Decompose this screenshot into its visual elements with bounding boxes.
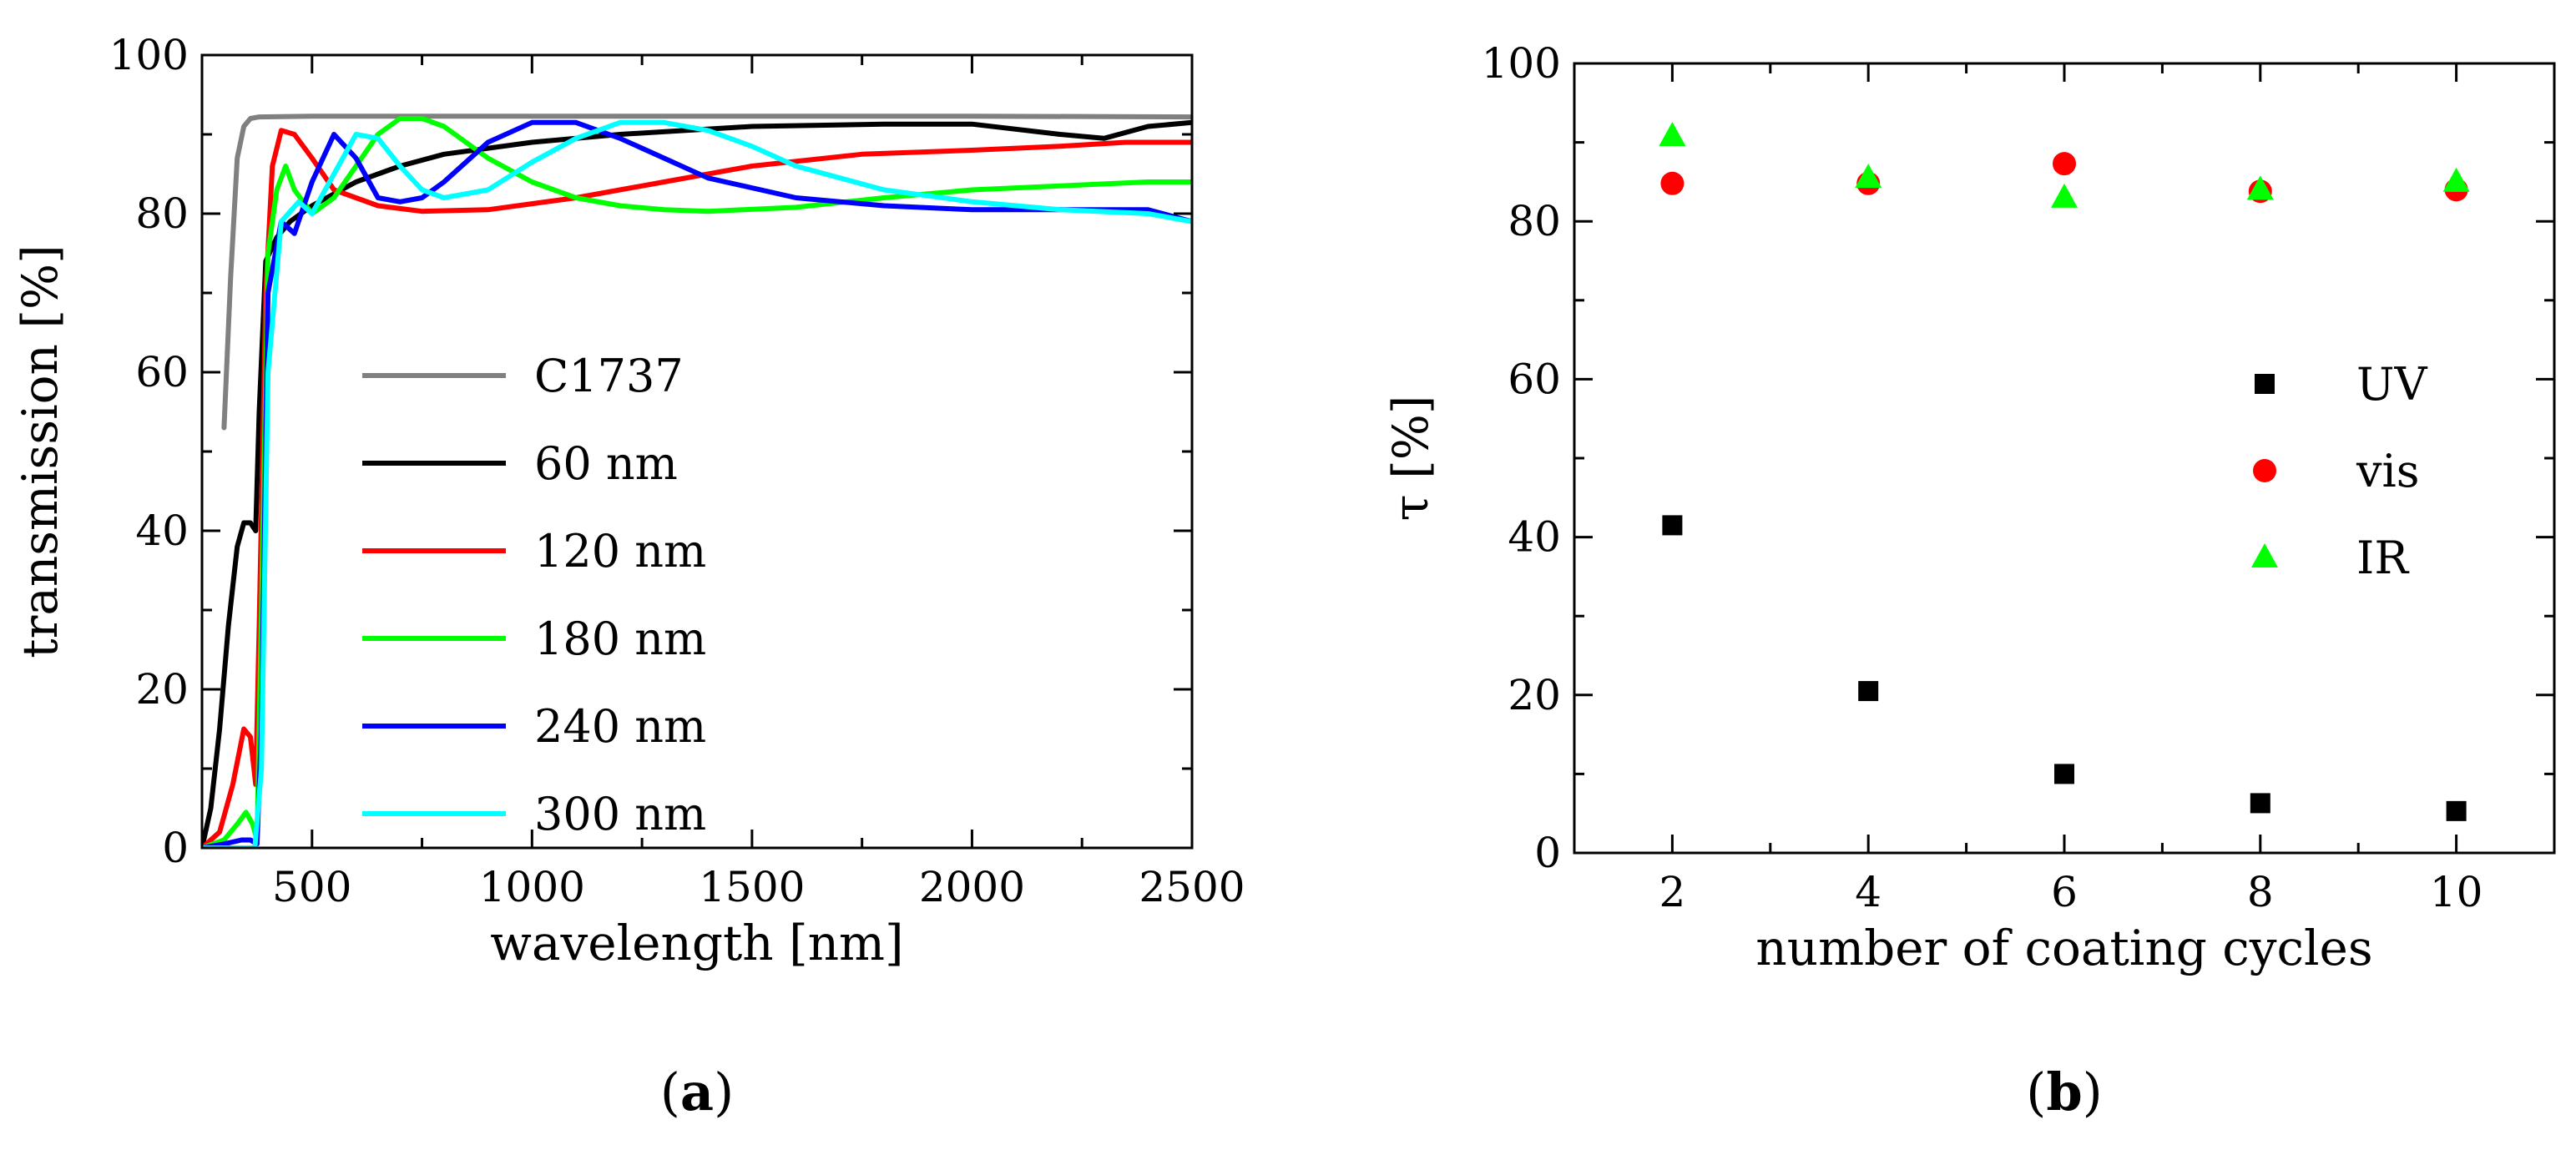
y-tick-label: 0 (162, 824, 189, 872)
legend-entry-240-nm: 240 nm (362, 700, 706, 753)
y-tick-label: 40 (1508, 513, 1561, 562)
y-tick-label: 20 (135, 665, 189, 714)
legend-label-180-nm: 180 nm (534, 613, 706, 665)
legend-marker-ir (2251, 543, 2278, 567)
legend-label-240-nm: 240 nm (534, 700, 706, 753)
point-uv-8 (2250, 793, 2270, 814)
point-ir-4 (1855, 164, 1882, 189)
legend-label-60-nm: 60 nm (534, 437, 678, 490)
y-tick-label: 40 (135, 507, 189, 555)
y-axis-title: transmission [%] (12, 245, 68, 658)
x-tick-label: 2 (1659, 868, 1685, 916)
legend-marker-uv (2255, 374, 2275, 394)
panel-label: (b) (2026, 1062, 2103, 1122)
panel-label-open: ( (660, 1062, 680, 1122)
legend-entry-300-nm: 300 nm (362, 788, 706, 840)
panel-label-close: ) (2083, 1062, 2103, 1122)
point-uv-6 (2054, 764, 2074, 784)
legend-entry-uv: UV (2255, 358, 2428, 411)
legend-entry-180-nm: 180 nm (362, 613, 706, 665)
y-tick-label: 0 (1534, 829, 1561, 877)
legend-label-ir: IR (2356, 532, 2409, 584)
point-vis-2 (1660, 171, 1685, 195)
x-tick-label: 2000 (919, 863, 1025, 911)
point-uv-2 (1662, 515, 1683, 536)
x-tick-label: 10 (2430, 868, 2483, 916)
point-ir-8 (2246, 175, 2274, 200)
legend-entry-vis: vis (2253, 445, 2420, 497)
x-tick-label: 1500 (699, 863, 805, 911)
plot-series-layer (1659, 122, 2470, 821)
panel-b-scatter-chart: 0 20 40 60 80 100 2 4 6 8 10 number of coating cycl… (1382, 39, 2556, 1122)
x-tick-label: 4 (1855, 868, 1881, 916)
panel-label-letter: a (680, 1062, 714, 1122)
x-axis-title: number of coating cycles (1755, 920, 2372, 976)
panel-label-open: ( (2026, 1062, 2046, 1122)
legend-label-120-nm: 120 nm (534, 525, 706, 578)
y-tick-label: 60 (1508, 355, 1561, 403)
legend-entry-c1737: C1737 (362, 350, 684, 402)
point-uv-4 (1858, 681, 1879, 702)
panel-label: (a) (660, 1062, 735, 1122)
series-line-c1737 (221, 113, 1192, 431)
legend-label-uv: UV (2356, 358, 2428, 411)
y-tick-label: 80 (1508, 197, 1561, 245)
point-ir-2 (1659, 122, 1686, 147)
legend-entry-ir: IR (2251, 532, 2409, 584)
x-tick-label: 500 (272, 863, 351, 911)
y-tick-label: 20 (1508, 671, 1561, 719)
y-tick-label: 100 (1482, 39, 1561, 88)
series-line-120-nm (202, 128, 1192, 848)
plot-series-layer (202, 113, 1192, 848)
point-ir-10 (2442, 167, 2470, 192)
point-vis-6 (2053, 152, 2076, 176)
y-axis-title: τ [%] (1382, 396, 1439, 522)
legend-label-vis: vis (2356, 445, 2420, 497)
series-line-300-nm (202, 119, 1192, 848)
x-tick-label: 6 (2051, 868, 2078, 916)
panel-a-line-chart: 0 20 40 60 80 100 500 1000 1500 2000 2500 wavelengt… (12, 31, 1245, 1122)
x-tick-label: 2500 (1139, 863, 1245, 911)
y-tick-label: 100 (109, 31, 189, 79)
point-uv-10 (2446, 800, 2467, 821)
x-tick-label: 8 (2247, 868, 2274, 916)
panel-label-letter: b (2046, 1062, 2082, 1122)
x-tick-label: 1000 (479, 863, 585, 911)
legend-label-c1737: C1737 (534, 350, 684, 402)
y-tick-label: 60 (135, 348, 189, 396)
x-axis-title: wavelength [nm] (490, 915, 903, 971)
panel-label-close: ) (714, 1062, 734, 1122)
point-ir-6 (2051, 183, 2078, 208)
legend-entry-60-nm: 60 nm (362, 437, 678, 490)
legend-label-300-nm: 300 nm (534, 788, 706, 840)
legend-entry-120-nm: 120 nm (362, 525, 706, 578)
legend-marker-vis (2253, 459, 2276, 482)
series-line-60-nm (202, 119, 1192, 848)
y-tick-label: 80 (135, 189, 189, 238)
